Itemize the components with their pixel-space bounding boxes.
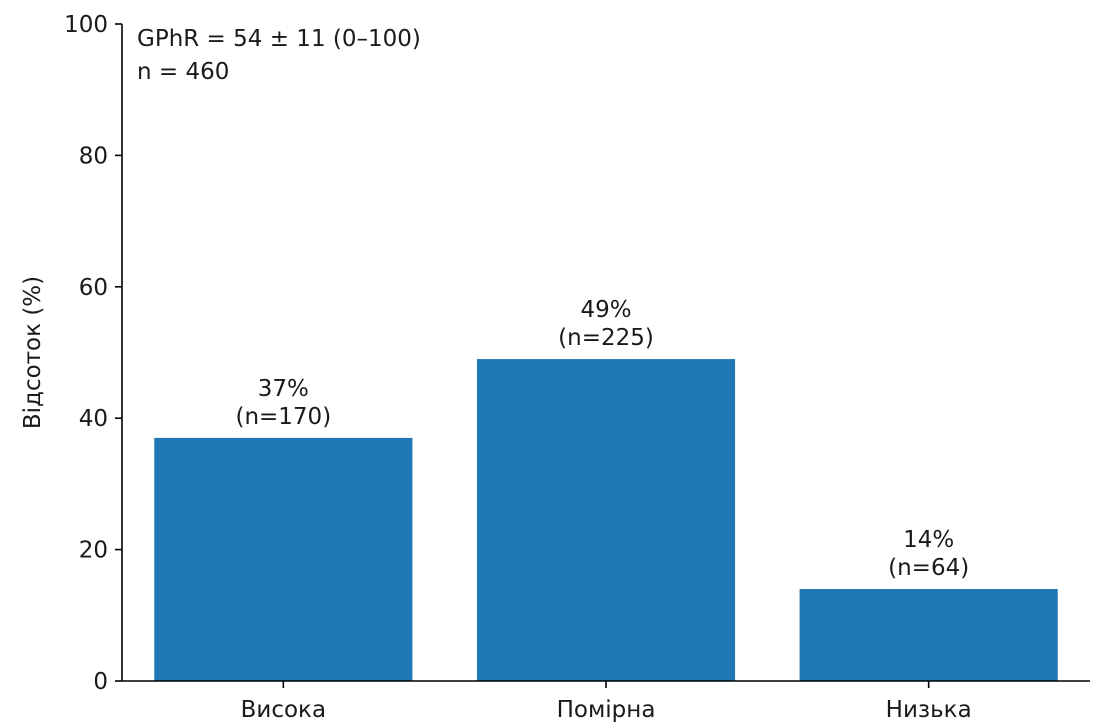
- bar-percent-label: 49%: [580, 297, 631, 323]
- bar-count-label: (n=64): [888, 555, 969, 581]
- stats-annotation-line-2: n = 460: [137, 59, 229, 85]
- stats-annotation-line-1: GPhR = 54 ± 11 (0–100): [137, 26, 421, 52]
- bar: [476, 359, 736, 681]
- y-tick-label: 100: [64, 12, 108, 38]
- x-tick-label: Помірна: [557, 697, 656, 723]
- y-tick-label: 20: [79, 538, 108, 564]
- bar-percent-label: 37%: [258, 376, 309, 402]
- x-labels-group: Висока Помірна Низька: [241, 681, 972, 723]
- y-tick-label: 0: [93, 669, 108, 695]
- x-tick-label: Висока: [241, 697, 326, 723]
- y-tick-label: 40: [79, 406, 108, 432]
- bar-value-label: 14% (n=64): [888, 527, 969, 581]
- x-tick-label: Низька: [886, 697, 972, 723]
- bars-group: [154, 359, 1058, 681]
- stats-annotation: GPhR = 54 ± 11 (0–100) n = 460: [137, 26, 428, 85]
- bar: [154, 437, 413, 681]
- bar-percent-label: 14%: [903, 527, 954, 553]
- bar-count-label: (n=170): [235, 404, 331, 430]
- y-ticks-group: 0 20 40 60 80 100: [64, 12, 122, 695]
- y-tick-label: 60: [79, 275, 108, 301]
- bar-value-label: 37% (n=170): [235, 376, 331, 430]
- bar-count-label: (n=225): [558, 325, 654, 351]
- bar-labels-group: 37% (n=170) 49% (n=225) 14% (n=64): [235, 297, 969, 581]
- bar-value-label: 49% (n=225): [558, 297, 654, 351]
- y-tick-label: 80: [79, 143, 108, 169]
- y-axis-title: Відсоток (%): [20, 276, 46, 429]
- bar: [799, 589, 1058, 681]
